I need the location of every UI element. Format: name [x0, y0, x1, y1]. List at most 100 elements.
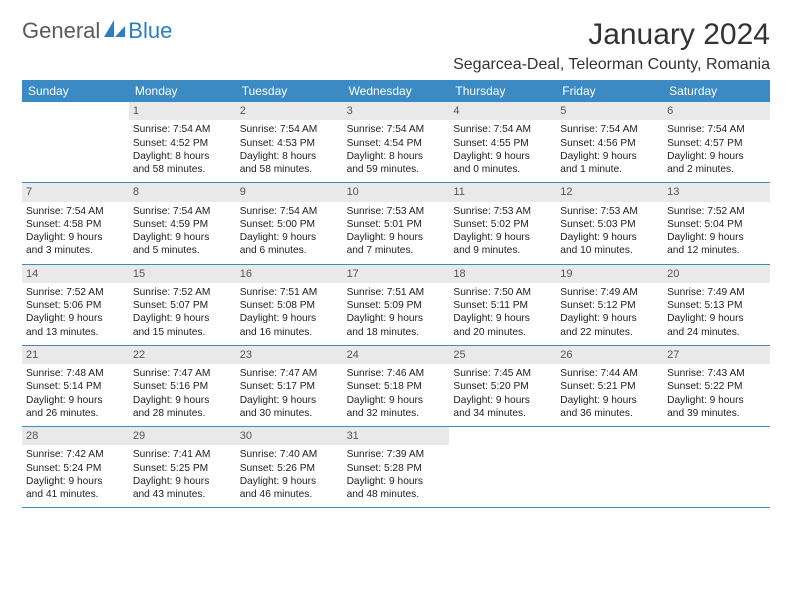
sunrise-text: Sunrise: 7:51 AM	[347, 286, 446, 299]
day-cell: 1Sunrise: 7:54 AMSunset: 4:52 PMDaylight…	[129, 102, 236, 182]
sunset-text: Sunset: 4:53 PM	[240, 137, 339, 150]
d1-text: Daylight: 9 hours	[347, 394, 446, 407]
d2-text: and 39 minutes.	[667, 407, 766, 420]
sunrise-text: Sunrise: 7:52 AM	[26, 286, 125, 299]
d2-text: and 20 minutes.	[453, 326, 552, 339]
d1-text: Daylight: 9 hours	[133, 394, 232, 407]
day-number: 29	[129, 427, 236, 445]
day-number: 1	[129, 102, 236, 120]
sunrise-text: Sunrise: 7:54 AM	[453, 123, 552, 136]
week-row: .1Sunrise: 7:54 AMSunset: 4:52 PMDayligh…	[22, 102, 770, 183]
day-cell: 16Sunrise: 7:51 AMSunset: 5:08 PMDayligh…	[236, 265, 343, 345]
day-number: 27	[663, 346, 770, 364]
sunrise-text: Sunrise: 7:54 AM	[133, 123, 232, 136]
day-cell: 15Sunrise: 7:52 AMSunset: 5:07 PMDayligh…	[129, 265, 236, 345]
d2-text: and 28 minutes.	[133, 407, 232, 420]
d2-text: and 24 minutes.	[667, 326, 766, 339]
d2-text: and 43 minutes.	[133, 488, 232, 501]
day-number: 26	[556, 346, 663, 364]
day-number: 20	[663, 265, 770, 283]
sunrise-text: Sunrise: 7:54 AM	[133, 205, 232, 218]
d2-text: and 59 minutes.	[347, 163, 446, 176]
week-row: 28Sunrise: 7:42 AMSunset: 5:24 PMDayligh…	[22, 427, 770, 508]
day-cell: 14Sunrise: 7:52 AMSunset: 5:06 PMDayligh…	[22, 265, 129, 345]
sunset-text: Sunset: 5:14 PM	[26, 380, 125, 393]
d1-text: Daylight: 9 hours	[667, 150, 766, 163]
day-number: 22	[129, 346, 236, 364]
day-number: 17	[343, 265, 450, 283]
sunrise-text: Sunrise: 7:49 AM	[560, 286, 659, 299]
sunset-text: Sunset: 4:59 PM	[133, 218, 232, 231]
sunset-text: Sunset: 5:02 PM	[453, 218, 552, 231]
sunset-text: Sunset: 4:52 PM	[133, 137, 232, 150]
brand-part1: General	[22, 18, 100, 44]
d1-text: Daylight: 9 hours	[133, 231, 232, 244]
sunset-text: Sunset: 5:12 PM	[560, 299, 659, 312]
d1-text: Daylight: 9 hours	[453, 150, 552, 163]
d1-text: Daylight: 9 hours	[667, 394, 766, 407]
day-cell: 2Sunrise: 7:54 AMSunset: 4:53 PMDaylight…	[236, 102, 343, 182]
sunset-text: Sunset: 5:01 PM	[347, 218, 446, 231]
sunrise-text: Sunrise: 7:45 AM	[453, 367, 552, 380]
sunset-text: Sunset: 5:20 PM	[453, 380, 552, 393]
day-cell: 25Sunrise: 7:45 AMSunset: 5:20 PMDayligh…	[449, 346, 556, 426]
sunrise-text: Sunrise: 7:40 AM	[240, 448, 339, 461]
day-cell: 21Sunrise: 7:48 AMSunset: 5:14 PMDayligh…	[22, 346, 129, 426]
day-number: 28	[22, 427, 129, 445]
weekday-label: Sunday	[22, 80, 129, 102]
d2-text: and 48 minutes.	[347, 488, 446, 501]
sunrise-text: Sunrise: 7:51 AM	[240, 286, 339, 299]
day-cell: 9Sunrise: 7:54 AMSunset: 5:00 PMDaylight…	[236, 183, 343, 263]
day-number: 5	[556, 102, 663, 120]
d1-text: Daylight: 9 hours	[240, 394, 339, 407]
d2-text: and 12 minutes.	[667, 244, 766, 257]
d2-text: and 18 minutes.	[347, 326, 446, 339]
day-number: 31	[343, 427, 450, 445]
day-cell: 29Sunrise: 7:41 AMSunset: 5:25 PMDayligh…	[129, 427, 236, 507]
d2-text: and 30 minutes.	[240, 407, 339, 420]
day-number: 12	[556, 183, 663, 201]
d1-text: Daylight: 9 hours	[240, 312, 339, 325]
weekday-header: Sunday Monday Tuesday Wednesday Thursday…	[22, 80, 770, 102]
sunset-text: Sunset: 5:26 PM	[240, 462, 339, 475]
d1-text: Daylight: 9 hours	[560, 394, 659, 407]
sunrise-text: Sunrise: 7:54 AM	[240, 123, 339, 136]
d1-text: Daylight: 9 hours	[453, 312, 552, 325]
sunset-text: Sunset: 5:04 PM	[667, 218, 766, 231]
day-number: 25	[449, 346, 556, 364]
sunrise-text: Sunrise: 7:52 AM	[667, 205, 766, 218]
sunset-text: Sunset: 5:07 PM	[133, 299, 232, 312]
day-cell: 10Sunrise: 7:53 AMSunset: 5:01 PMDayligh…	[343, 183, 450, 263]
weekday-label: Tuesday	[236, 80, 343, 102]
sunset-text: Sunset: 4:55 PM	[453, 137, 552, 150]
d1-text: Daylight: 9 hours	[347, 312, 446, 325]
sunset-text: Sunset: 5:06 PM	[26, 299, 125, 312]
d2-text: and 13 minutes.	[26, 326, 125, 339]
day-cell: 26Sunrise: 7:44 AMSunset: 5:21 PMDayligh…	[556, 346, 663, 426]
sunrise-text: Sunrise: 7:53 AM	[560, 205, 659, 218]
day-cell: 20Sunrise: 7:49 AMSunset: 5:13 PMDayligh…	[663, 265, 770, 345]
sunrise-text: Sunrise: 7:47 AM	[240, 367, 339, 380]
d2-text: and 6 minutes.	[240, 244, 339, 257]
sunrise-text: Sunrise: 7:47 AM	[133, 367, 232, 380]
sunrise-text: Sunrise: 7:53 AM	[347, 205, 446, 218]
day-number: 4	[449, 102, 556, 120]
day-cell: 8Sunrise: 7:54 AMSunset: 4:59 PMDaylight…	[129, 183, 236, 263]
sunrise-text: Sunrise: 7:54 AM	[240, 205, 339, 218]
day-cell: .	[663, 427, 770, 507]
d1-text: Daylight: 8 hours	[347, 150, 446, 163]
d1-text: Daylight: 9 hours	[560, 231, 659, 244]
d1-text: Daylight: 9 hours	[133, 475, 232, 488]
sunset-text: Sunset: 5:22 PM	[667, 380, 766, 393]
week-row: 7 Sunrise: 7:54 AM Sunset: 4:58 PM Daylight…	[22, 183, 770, 264]
day-number: 7	[22, 183, 129, 201]
weekday-label: Wednesday	[343, 80, 450, 102]
sunset-text: Sunset: 4:58 PM	[26, 218, 125, 231]
d1-text: Daylight: 9 hours	[667, 231, 766, 244]
calendar: Sunday Monday Tuesday Wednesday Thursday…	[22, 80, 770, 508]
weekday-label: Monday	[129, 80, 236, 102]
sunset-text: Sunset: 5:08 PM	[240, 299, 339, 312]
d1-text: Daylight: 9 hours	[453, 231, 552, 244]
sunset-text: Sunset: 5:25 PM	[133, 462, 232, 475]
sunset-text: Sunset: 4:54 PM	[347, 137, 446, 150]
